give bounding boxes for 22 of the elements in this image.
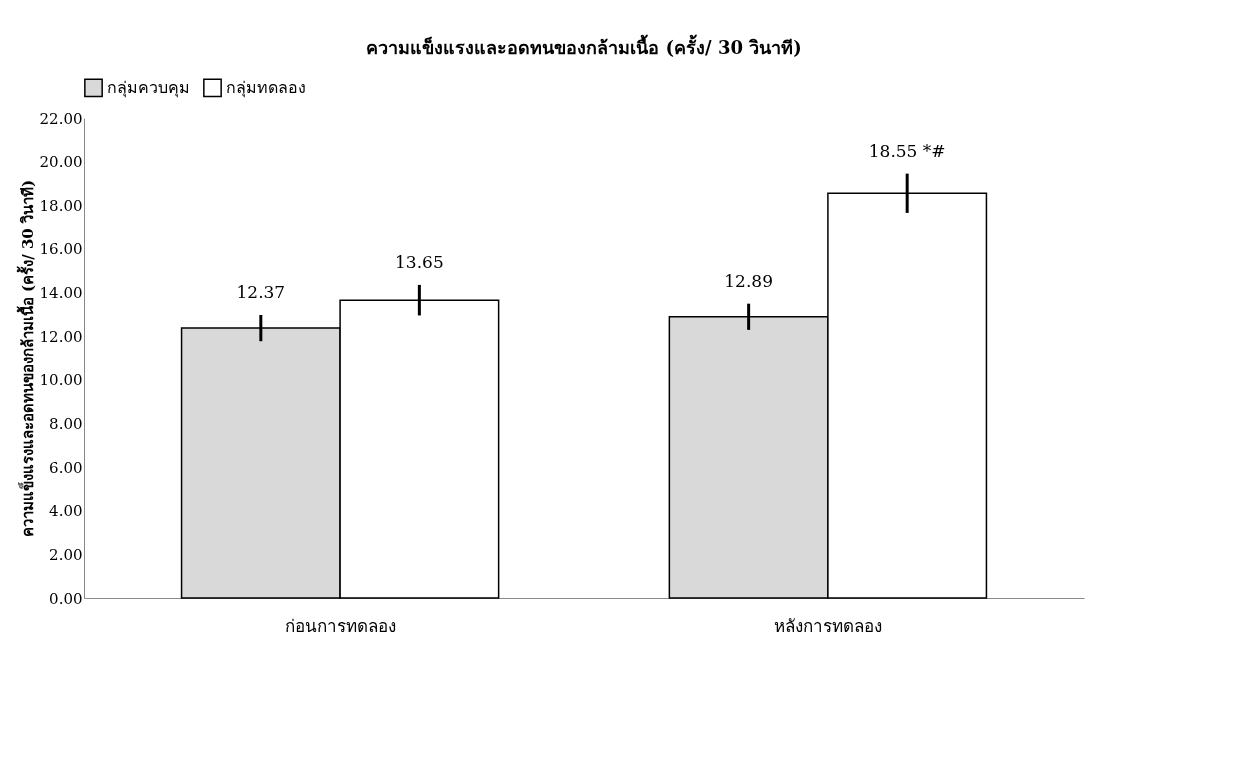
y-tick-label: 6.00 bbox=[49, 458, 83, 477]
data-label: 13.65 bbox=[395, 251, 444, 272]
y-tick-label: 4.00 bbox=[49, 502, 83, 521]
y-tick-label: 22.00 bbox=[39, 109, 83, 128]
y-tick-label: 10.00 bbox=[39, 371, 83, 390]
legend-label: กลุ่มทดลอง bbox=[226, 77, 306, 98]
y-tick-label: 0.00 bbox=[49, 589, 83, 608]
legend-label: กลุ่มควบคุม bbox=[107, 77, 190, 98]
y-axis-title: ความแข็งแรงและอดทนของกล้ามเนื้อ (ครั้ง/ 30 วินาที) bbox=[15, 179, 37, 538]
y-tick-label: 16.00 bbox=[39, 240, 83, 259]
chart-title: ความแข็งแรงและอดทนของกล้ามเนื้อ (ครั้ง/ 30 วินาที) bbox=[366, 34, 802, 58]
y-tick-label: 8.00 bbox=[49, 414, 83, 433]
y-tick-label: 14.00 bbox=[39, 284, 83, 303]
y-tick-label: 18.00 bbox=[39, 196, 83, 215]
data-label: 12.89 bbox=[724, 270, 773, 291]
x-tick-label: หลังการทดลอง bbox=[773, 615, 882, 636]
y-tick-label: 2.00 bbox=[49, 545, 83, 564]
data-label: 18.55 *# bbox=[868, 140, 946, 161]
x-tick-label: ก่อนการทดลอง bbox=[284, 615, 396, 636]
y-tick-label: 20.00 bbox=[39, 153, 83, 172]
data-label: 12.37 bbox=[236, 282, 286, 303]
y-tick-label: 12.00 bbox=[39, 327, 83, 346]
